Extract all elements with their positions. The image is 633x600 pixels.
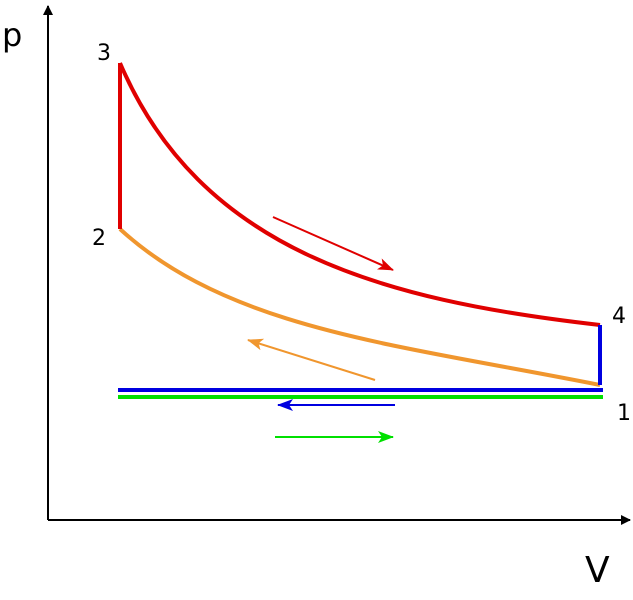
point-label: 4 [612, 304, 626, 329]
point-label: 2 [92, 226, 106, 251]
compression-curve [118, 227, 601, 387]
red-arrow [272, 216, 394, 271]
point-label: 3 [97, 41, 111, 66]
orange-arrow [247, 338, 376, 381]
expansion-curve [118, 62, 601, 327]
point-label: 1 [617, 401, 631, 426]
y-axis-label: p [2, 16, 22, 54]
x-axis-label: V [585, 550, 610, 591]
